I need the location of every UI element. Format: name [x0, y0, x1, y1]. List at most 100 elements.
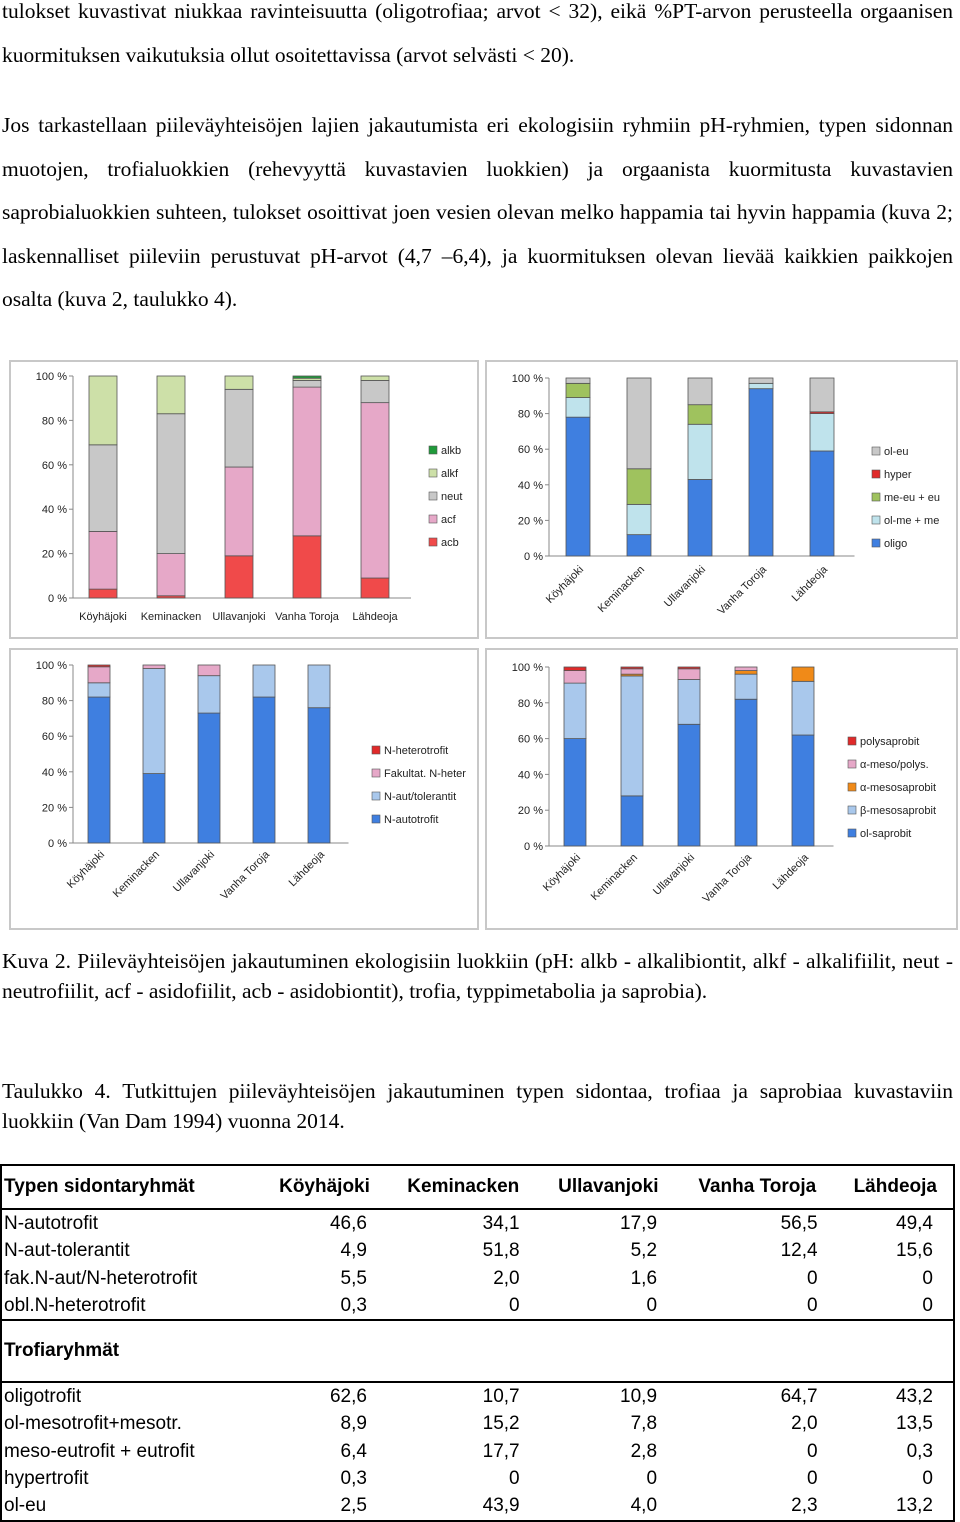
table-cell: 0: [806, 1468, 818, 1490]
table-cell: 62,6: [329, 1386, 367, 1408]
bar-neut-keminacken: [156, 413, 186, 555]
legend-swatch-acf: [428, 514, 438, 524]
bar-oligo-k-yh-joki: [565, 416, 591, 557]
y-tick-label: 40 %: [42, 504, 67, 516]
chart-nitrogen-groups: 0 % 20 % 40 % 60 % 80 % 100 % Köyhäjoki Keminac…: [9, 648, 479, 930]
x-tick-label: Ullavanjoki: [662, 564, 708, 610]
x-tick-label: Köyhäjoki: [541, 852, 583, 894]
x-tick-label: Köyhäjoki: [79, 611, 127, 623]
bar-fakultat-n-heter-ullavanjoki: [197, 664, 221, 677]
chart-trophy-groups-svg: 0 % 20 % 40 % 60 % 80 % 100 % Köyhäjoki Keminac…: [512, 373, 940, 617]
table-row: oligotrofit 62,6 10,7 10,9 64,7 43,2: [0, 1382, 956, 1411]
table-cell: 5,5: [340, 1267, 367, 1289]
bar-fakultat-n-heter-k-yh-joki: [87, 666, 111, 684]
table-section-title: Trofiaryhmät: [0, 1319, 955, 1384]
table-row: ol-mesotrofit+mesotr. 8,9 15,2 7,8 2,0 13,5: [0, 1410, 956, 1438]
table-cell: 64,7: [780, 1386, 818, 1408]
table-cell: Lähdeoja: [837, 1164, 956, 1210]
legend-label-meso-polys: α-meso/polys.: [860, 759, 929, 771]
table-row: obl.N-heterotrofit 0,3 0 0 0 0: [0, 1291, 956, 1321]
row-label: Typen sidontaryhmät: [0, 1164, 263, 1210]
bar-mesosaprobit-ullavanjoki: [677, 679, 701, 725]
legend-label-ol-saprobit: ol-saprobit: [860, 828, 911, 840]
legend-swatch-ol-eu: [871, 446, 881, 456]
legend-label-hyper: hyper: [884, 469, 912, 481]
x-tick-label: Keminacken: [596, 564, 647, 615]
legend-label-mesosaprobit: α-mesosaprobit: [860, 782, 936, 794]
table-cell: 4,9: [340, 1240, 367, 1262]
y-tick-label: 0 %: [48, 593, 67, 605]
table-cell: 34,1: [482, 1213, 520, 1234]
table-cell: 7,8: [630, 1413, 658, 1435]
chart-ph-groups-svg: 0 % 20 % 40 % 60 % 80 % 100 % Köyhäjoki Keminac…: [36, 371, 463, 623]
table-row: Typen sidontaryhmät Köyhäjoki Keminacken Ul…: [0, 1164, 956, 1210]
bar-acf-l-hdeoja: [360, 402, 390, 579]
table-row: N-aut-tolerantit 4,9 51,8 5,2 12,4 15,6: [0, 1237, 956, 1265]
bar-n-aut-tolerantit-l-hdeoja: [307, 664, 331, 709]
y-tick-label: 20 %: [518, 805, 543, 817]
legend-swatch-mesosaprobit: [847, 805, 857, 815]
row-label: oligotrofit: [0, 1382, 263, 1411]
legend-swatch-alkf: [428, 468, 438, 478]
row-label: meso-eutrofit + eutrofit: [0, 1437, 263, 1466]
bar-ol-eu-keminacken: [626, 377, 652, 470]
table-cell: 2,5: [262, 1492, 387, 1522]
x-tick-label: Köyhäjoki: [544, 564, 586, 606]
legend-swatch-neut: [428, 491, 438, 501]
legend-label-polysaprobit: polysaprobit: [860, 736, 919, 748]
bar-polysaprobit-k-yh-joki: [563, 666, 587, 671]
y-tick-label: 40 %: [42, 767, 67, 779]
table-cell: 8,9: [340, 1413, 367, 1435]
legend-swatch-ol-saprobit: [847, 828, 857, 838]
table-cell: 2,8: [630, 1440, 658, 1462]
y-tick-label: 60 %: [42, 460, 67, 472]
legend-swatch-n-aut-tolerantit: [371, 791, 381, 801]
bar-acb-vanha-toroja: [292, 535, 322, 599]
table-cell: 12,4: [780, 1240, 818, 1262]
bar-acf-keminacken: [156, 553, 186, 597]
table-cell: 0: [806, 1440, 818, 1462]
table-cell: 13,2: [837, 1492, 956, 1522]
row-label: ol-eu: [0, 1492, 263, 1522]
y-tick-label: 80 %: [42, 696, 67, 708]
legend-label-n-aut-tolerantit: N-aut/tolerantit: [384, 791, 456, 803]
table-cell: Vanha Toroja: [677, 1164, 838, 1210]
legend-label-ol-eu: ol-eu: [884, 446, 908, 458]
bar-polysaprobit-keminacken: [620, 666, 644, 670]
bar-oligo-vanha-toroja: [748, 388, 774, 557]
bar-n-aut-tolerantit-keminacken: [142, 668, 166, 774]
bar-mesosaprobit-k-yh-joki: [563, 682, 587, 740]
table-cell: 10,7: [482, 1386, 520, 1408]
table-cell: 51,8: [482, 1240, 520, 1262]
bar-mesosaprobit-l-hdeoja: [791, 666, 815, 682]
x-tick-label: Lähdeoja: [771, 851, 812, 892]
table-row: hypertrofit 0,3 0 0 0 0: [0, 1465, 956, 1493]
table-cell: 0: [806, 1294, 818, 1316]
table-cell: 56,5: [780, 1213, 818, 1234]
bar-n-aut-tolerantit-k-yh-joki: [87, 682, 111, 698]
row-label: obl.N-heterotrofit: [0, 1291, 263, 1321]
legend-swatch-polysaprobit: [847, 736, 857, 746]
row-label: fak.N-aut/N-heterotrofit: [0, 1264, 263, 1292]
y-tick-label: 80 %: [518, 698, 543, 710]
x-tick-label: Vanha Toroja: [701, 851, 755, 905]
y-tick-label: 100 %: [512, 662, 543, 674]
x-tick-label: Vanha Toroja: [275, 611, 340, 623]
table-cell: 17,7: [482, 1440, 520, 1462]
y-tick-label: 20 %: [42, 802, 67, 814]
chart-nitrogen-groups-svg: 0 % 20 % 40 % 60 % 80 % 100 % Köyhäjoki Keminac…: [36, 660, 466, 902]
bar-neut-k-yh-joki: [88, 444, 118, 532]
x-tick-label: Keminacken: [111, 849, 162, 900]
legend-label-fakultat-n-heter: Fakultat. N-heter: [384, 768, 466, 780]
paragraph-intro: tulokset kuvastivat niukkaa ravinteisuut…: [2, 0, 953, 67]
table-cell: 4,0: [539, 1492, 678, 1522]
y-tick-label: 0 %: [48, 838, 67, 850]
x-tick-label: Keminacken: [589, 852, 640, 903]
table-cell: Ullavanjoki: [539, 1164, 678, 1210]
bar-meso-polys-vanha-toroja: [734, 666, 758, 671]
table-cell: 5,2: [630, 1240, 658, 1262]
table-cell: 0: [837, 1291, 956, 1321]
legend-label-acb: acb: [441, 537, 459, 549]
x-tick-label: Lähdeoja: [287, 848, 328, 889]
x-tick-label: Vanha Toroja: [219, 848, 273, 902]
